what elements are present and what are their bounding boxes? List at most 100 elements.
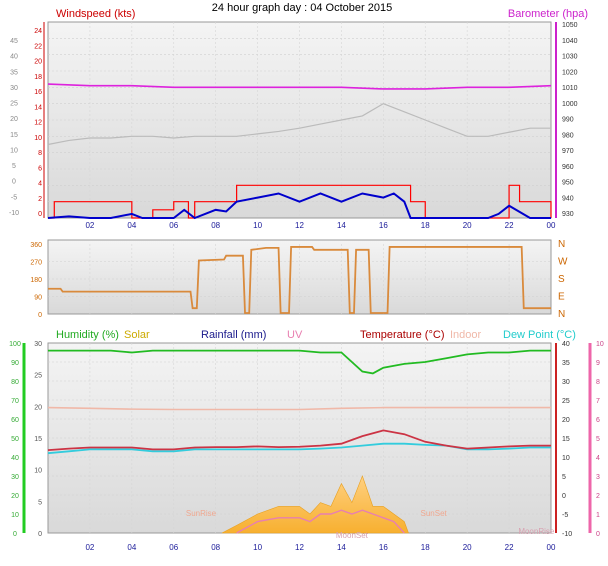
barometer-tick: 950 xyxy=(562,180,574,187)
barometer-tick: 1020 xyxy=(562,69,578,76)
barometer-tick: 940 xyxy=(562,195,574,202)
windspeed-tick: 16 xyxy=(34,89,42,96)
uv-tick: 3 xyxy=(596,474,600,481)
wind-time-tick: 04 xyxy=(127,221,136,230)
uv-tick: 9 xyxy=(596,360,600,367)
wind-outer-tick: -10 xyxy=(9,210,19,217)
windspeed-tick: 6 xyxy=(38,165,42,172)
temperature-tick: 10 xyxy=(562,455,570,462)
direction-compass-tick: N xyxy=(558,309,565,320)
wind-time-tick: 08 xyxy=(211,221,220,230)
wind-time-tick: 12 xyxy=(295,221,304,230)
thermo-time-tick: 18 xyxy=(421,543,430,552)
secondary-left-tick: 5 xyxy=(38,499,42,506)
windspeed-tick: 18 xyxy=(34,74,42,81)
wind-outer-tick: 25 xyxy=(10,101,18,108)
wind-time-tick: 18 xyxy=(421,221,430,230)
humidity-tick: 60 xyxy=(11,417,19,424)
thermo-legend: Humidity (%) Solar Rainfall (mm) UV Temperat… xyxy=(56,329,576,341)
grey-trace-line xyxy=(47,103,551,146)
windspeed-tick: 0 xyxy=(38,211,42,218)
windspeed-tick: 24 xyxy=(34,28,42,35)
secondary-left-tick: 25 xyxy=(34,373,42,380)
direction-compass-tick: N xyxy=(558,239,565,250)
barometer-tick: 980 xyxy=(562,132,574,139)
uv-tick: 1 xyxy=(596,512,600,519)
thermo-time-tick: 16 xyxy=(379,543,388,552)
secondary-left-tick: 30 xyxy=(34,341,42,348)
thermo-panel: Humidity (%) Solar Rainfall (mm) UV Temperat… xyxy=(9,329,604,552)
humidity-tick: 0 xyxy=(13,531,17,538)
humidity-tick: 80 xyxy=(11,379,19,386)
temperature-tick: -5 xyxy=(562,512,568,519)
moonrise-label: MoonRise xyxy=(518,527,555,536)
direction-degree-tick: 180 xyxy=(30,277,42,284)
wind-panel: Windspeed (kts) Barometer (hpa) 45403530… xyxy=(9,8,588,230)
windspeed-tick: 10 xyxy=(34,135,42,142)
wind-series xyxy=(47,83,552,220)
humidity-tick: 30 xyxy=(11,474,19,481)
barometer-tick: 970 xyxy=(562,148,574,155)
thermo-time-tick: 22 xyxy=(505,543,514,552)
wind-time-tick: 10 xyxy=(253,221,262,230)
barometer-axis-title: Barometer (hpa) xyxy=(508,8,588,20)
legend-indoor: Indoor xyxy=(450,329,482,341)
thermo-time-tick: 20 xyxy=(463,543,472,552)
uv-tick: 10 xyxy=(596,341,604,348)
wind-outer-tick: 45 xyxy=(10,38,18,45)
wind-time-tick: 00 xyxy=(547,221,556,230)
wind-time-tick: 16 xyxy=(379,221,388,230)
temperature-tick: 30 xyxy=(562,379,570,386)
wind-speed-line xyxy=(48,184,552,219)
direction-degree-tick: 360 xyxy=(30,242,42,249)
direction-degree-tick: 90 xyxy=(34,295,42,302)
barometer-tick: 1030 xyxy=(562,54,578,61)
humidity-tick: 90 xyxy=(11,360,19,367)
legend-solar: Solar xyxy=(124,329,150,341)
windspeed-tick: 2 xyxy=(38,196,42,203)
humidity-tick: 50 xyxy=(11,436,19,443)
windspeed-tick: 4 xyxy=(38,181,42,188)
temperature-tick: -10 xyxy=(562,531,572,538)
direction-degree-tick: 0 xyxy=(38,312,42,319)
barometer-line xyxy=(47,83,552,90)
wind-outer-tick: 15 xyxy=(10,132,18,139)
windspeed-tick: 14 xyxy=(34,104,42,111)
wind-time-tick: 14 xyxy=(337,221,346,230)
page-title: 24 hour graph day : 04 October 2015 xyxy=(212,2,392,14)
windspeed-tick: 20 xyxy=(34,59,42,66)
thermo-time-tick: 00 xyxy=(547,543,556,552)
wind-time-axis: 02 04 06 08 10 12 14 16 18 20 22 00 xyxy=(85,221,556,230)
sunset-label: SunSet xyxy=(421,509,448,518)
secondary-left-tick: 0 xyxy=(38,531,42,538)
temperature-axis: 40 35 30 25 20 15 10 5 0 -5 -10 xyxy=(555,341,572,538)
direction-compass-tick: S xyxy=(558,274,565,285)
average-wind-line xyxy=(47,192,551,220)
thermo-series xyxy=(47,349,551,534)
humidity-line xyxy=(48,349,551,375)
secondary-left-axis: 30 25 20 15 10 5 0 xyxy=(34,341,42,538)
sunrise-label: SunRise xyxy=(186,509,217,518)
barometer-tick: 1000 xyxy=(562,101,578,108)
barometer-tick: 990 xyxy=(562,117,574,124)
legend-hum: Humidity (%) xyxy=(56,329,119,341)
thermo-time-tick: 02 xyxy=(85,543,94,552)
temperature-tick: 40 xyxy=(562,341,570,348)
indoor-line xyxy=(47,406,551,411)
wind-outer-tick: 40 xyxy=(10,54,18,61)
wind-outer-tick: 20 xyxy=(10,116,18,123)
humidity-tick: 10 xyxy=(11,512,19,519)
wind-outer-tick: 0 xyxy=(12,179,16,186)
solar-area xyxy=(221,475,409,534)
barometer-axis: 1050 1040 1030 1020 1010 1000 990 980 970 960 950 9… xyxy=(555,22,578,218)
barometer-tick: 930 xyxy=(562,211,574,218)
barometer-tick: 1040 xyxy=(562,38,578,45)
thermo-plot-area xyxy=(47,342,552,534)
